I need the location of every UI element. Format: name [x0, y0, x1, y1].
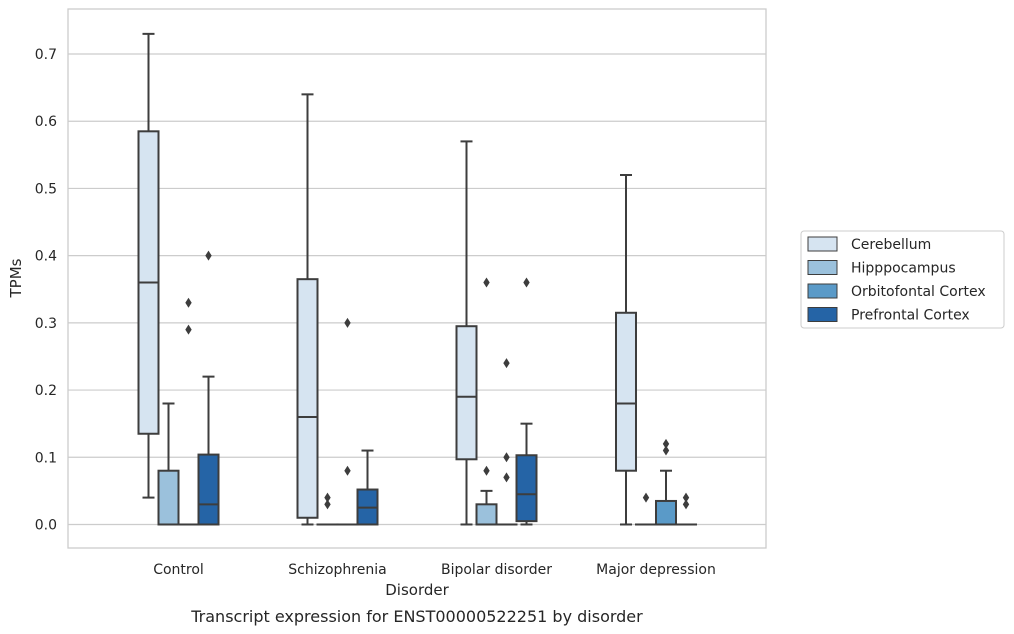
x-tick-labels: Control Schizophrenia Bipolar disorder Majo… — [153, 562, 716, 578]
y-tick-label: 0.2 — [35, 383, 57, 399]
y-tick-label: 0.3 — [35, 316, 57, 332]
box-1-2 — [475, 277, 498, 526]
box-0-1 — [296, 93, 319, 526]
chart-caption: Transcript expression for ENST0000052225… — [190, 607, 643, 626]
box-3-2 — [515, 277, 538, 526]
box-3-0 — [197, 250, 220, 526]
outlier-point — [344, 465, 351, 476]
legend-label: Orbitofontal Cortex — [851, 284, 986, 300]
box-0-0 — [137, 32, 160, 499]
outlier-point — [523, 277, 530, 288]
box-body — [197, 453, 220, 526]
box-3-3 — [675, 492, 697, 526]
box-body — [655, 499, 677, 526]
x-tick-label: Schizophrenia — [288, 562, 386, 578]
legend-label: Prefrontal Cortex — [851, 308, 970, 324]
box-2-3 — [655, 438, 677, 526]
y-tick-label: 0.0 — [35, 517, 57, 533]
outlier-point — [205, 250, 212, 261]
legend-label: Cerebellum — [851, 237, 931, 253]
x-tick-label: Control — [153, 562, 204, 578]
legend: Cerebellum Hipppocampus Orbitofontal Corte… — [800, 230, 1005, 329]
y-tick-label: 0.1 — [35, 450, 57, 466]
legend-swatch — [807, 283, 838, 299]
outlier-point — [483, 277, 490, 288]
outlier-point — [185, 324, 192, 335]
y-tick-label: 0.4 — [35, 249, 57, 265]
outlier-point — [503, 452, 510, 463]
grid-lines — [68, 53, 766, 526]
x-axis-title: Disorder — [385, 581, 449, 599]
plot-frame — [67, 8, 767, 549]
box-0-2 — [455, 140, 478, 526]
outlier-point — [662, 438, 670, 449]
box-body — [296, 278, 319, 519]
outlier-point — [682, 499, 690, 510]
legend-items: Cerebellum Hipppocampus Orbitofontal Corte… — [807, 236, 986, 324]
box-body — [515, 454, 538, 523]
box-body — [455, 325, 478, 461]
boxes-layer — [137, 32, 697, 526]
outlier-point — [503, 472, 510, 483]
outlier-point — [344, 317, 351, 328]
legend-frame — [800, 230, 1005, 329]
y-tick-label: 0.7 — [35, 47, 57, 63]
box-0-3 — [615, 174, 637, 526]
box-1-1 — [316, 492, 339, 526]
y-tick-labels: 0.0 0.1 0.2 0.3 0.4 0.5 0.6 0.7 — [35, 47, 57, 533]
outlier-point — [503, 358, 510, 369]
box-body — [157, 469, 180, 526]
box-1-3 — [635, 492, 657, 526]
y-tick-label: 0.5 — [35, 181, 57, 197]
x-tick-label: Major depression — [596, 562, 716, 578]
box-1-0 — [157, 402, 180, 526]
box-2-2 — [495, 358, 518, 526]
box-2-0 — [177, 297, 200, 526]
box-2-1 — [336, 317, 359, 526]
outlier-point — [642, 492, 650, 503]
outlier-point — [662, 445, 670, 456]
legend-label: Hipppocampus — [851, 261, 956, 277]
x-tick-label: Bipolar disorder — [441, 562, 552, 578]
outlier-point — [324, 499, 331, 510]
outlier-point — [483, 465, 490, 476]
legend-swatch — [807, 236, 838, 252]
y-axis-title: TPMs — [7, 258, 25, 298]
y-tick-label: 0.6 — [35, 114, 57, 130]
legend-swatch — [807, 307, 838, 322]
outlier-point — [324, 492, 331, 503]
outlier-point — [185, 297, 192, 308]
box-body — [475, 503, 498, 526]
box-3-1 — [356, 449, 379, 526]
outlier-point — [682, 492, 690, 503]
legend-swatch — [807, 260, 838, 275]
box-body — [615, 311, 637, 472]
